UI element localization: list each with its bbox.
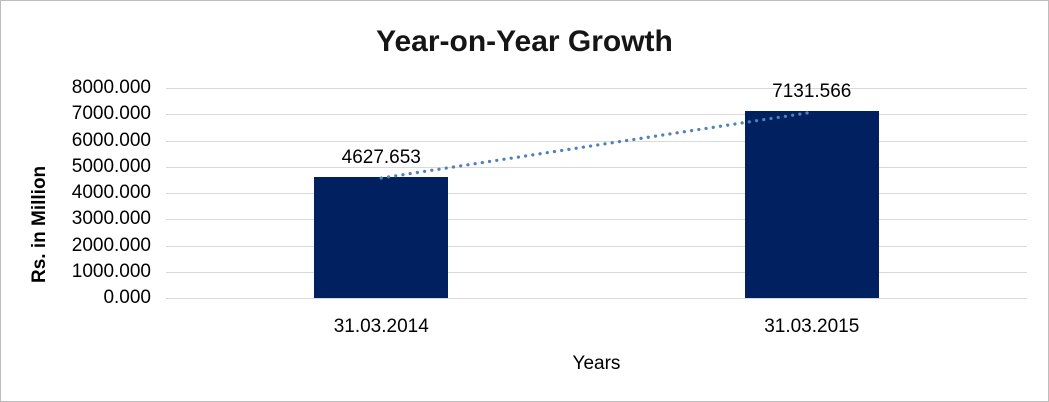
data-label: 4627.653 [341,146,421,168]
data-label: 7131.566 [772,80,852,102]
gridline [166,245,1027,247]
y-axis-tick-label: 0.000 [103,287,151,308]
gridline [166,114,1027,116]
y-axis-tick-label: 4000.000 [71,182,151,203]
y-axis-tick-labels: 8000.000 7000.000 6000.000 5000.000 4000.000… [1,77,151,308]
gridline [166,271,1027,273]
gridline [166,140,1027,142]
gridline [166,88,1027,89]
gridline [166,166,1027,168]
y-axis-tick-label: 5000.000 [71,155,151,177]
chart-bar [314,176,449,298]
x-axis-title: Years [572,353,621,374]
chart-title: Year-on-Year Growth [376,25,673,58]
plot-area: 4627.653 7131.566 [166,81,1027,299]
y-axis-tick-label: 8000.000 [71,77,151,98]
chart-bar [744,110,879,298]
gridline [166,298,1027,299]
y-axis-tick-label: 3000.000 [71,208,151,230]
gridline [166,219,1027,221]
y-axis-tick-label: 6000.000 [71,129,151,151]
x-axis-category-label: 31.03.2014 [333,316,429,337]
y-axis-tick-label: 2000.000 [71,234,151,256]
x-axis-category-labels: 31.03.2014 31.03.2015 [166,316,1027,338]
x-axis-category-label: 31.03.2015 [764,316,860,337]
y-axis-tick-label: 1000.000 [71,260,151,282]
gridline [166,193,1027,194]
y-axis-tick-label: 7000.000 [71,103,151,125]
